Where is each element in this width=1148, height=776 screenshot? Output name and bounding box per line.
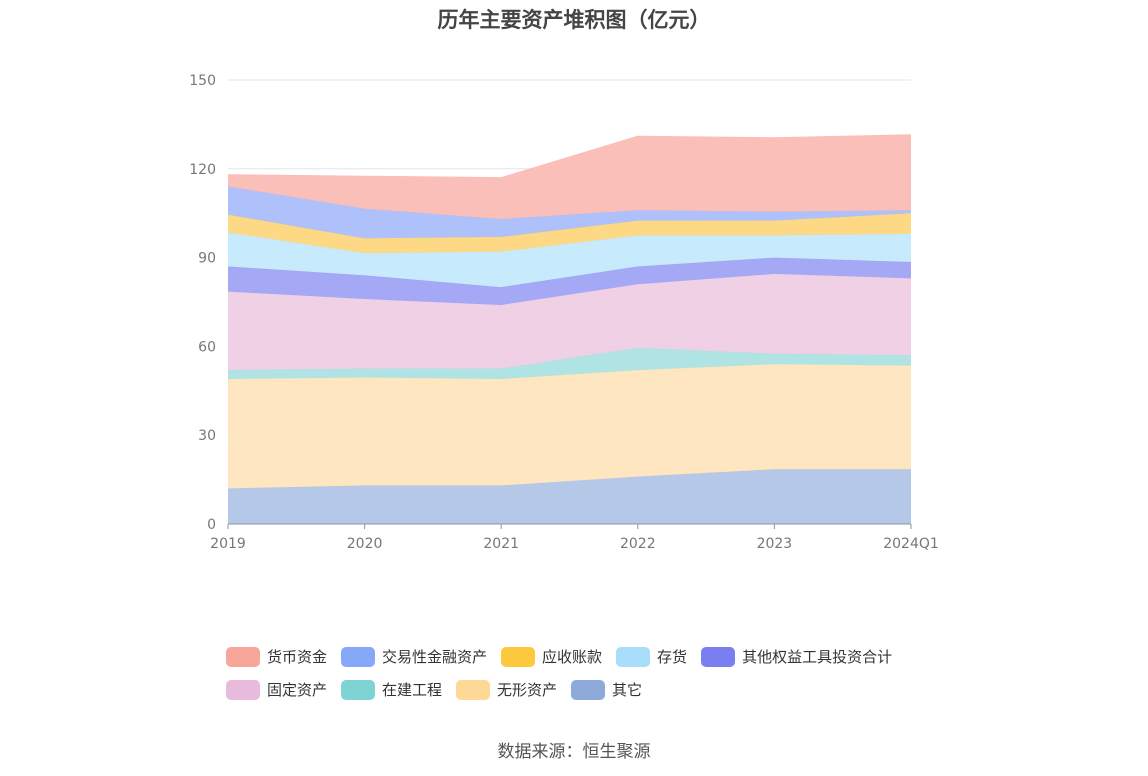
- legend-label: 其他权益工具投资合计: [742, 648, 893, 666]
- area-series-1: [228, 364, 911, 489]
- x-axis-ticks: 2019 2020 2021 2022 2023 2024Q1: [210, 524, 939, 552]
- legend-label: 在建工程: [382, 681, 443, 699]
- legend-label: 无形资产: [497, 681, 558, 699]
- legend-item[interactable]: 存货: [616, 646, 687, 667]
- area-series-5: [228, 232, 911, 288]
- legend-swatch: [701, 646, 736, 667]
- legend-item[interactable]: 无形资产: [456, 679, 557, 700]
- x-tick-label: 2024Q1: [883, 536, 939, 552]
- x-tick-label: 2020: [347, 536, 383, 552]
- x-tick-label: 2021: [483, 536, 519, 552]
- legend-label: 其它: [612, 681, 643, 699]
- area-series-0: [228, 469, 911, 524]
- chart-title: 历年主要资产堆积图（亿元）: [437, 8, 711, 32]
- y-tick-label: 60: [198, 339, 216, 355]
- legend-swatch: [456, 679, 491, 700]
- area-series-7: [228, 186, 911, 239]
- legend-swatch: [226, 679, 260, 700]
- legend-item[interactable]: 应收账款: [501, 646, 602, 667]
- legend-item[interactable]: 固定资产: [226, 679, 327, 700]
- legend-label: 货币资金: [267, 648, 328, 666]
- area-series-3: [228, 273, 911, 371]
- legend-item[interactable]: 在建工程: [341, 679, 442, 700]
- legend-row: 货币资金 交易性金融资产 应收账款 存货 其他权益工具投资合计: [226, 640, 946, 673]
- legend-swatch: [226, 646, 260, 667]
- area-series: [227, 134, 912, 524]
- y-tick-label: 30: [198, 428, 216, 444]
- area-series-2: [228, 347, 911, 379]
- legend-label: 应收账款: [542, 648, 603, 666]
- legend-swatch: [341, 646, 376, 667]
- x-tick-label: 2022: [620, 536, 656, 552]
- legend-item[interactable]: 其他权益工具投资合计: [701, 646, 892, 667]
- legend-item[interactable]: 交易性金融资产: [341, 646, 487, 667]
- legend-label: 交易性金融资产: [382, 648, 488, 666]
- area-series-line-8: [227, 134, 912, 179]
- y-tick-label: 90: [198, 251, 216, 267]
- y-tick-label: 120: [189, 162, 216, 178]
- legend-swatch: [616, 646, 651, 667]
- y-tick-label: 0: [207, 517, 216, 533]
- x-tick-label: 2019: [210, 536, 246, 552]
- legend-label: 固定资产: [267, 681, 328, 699]
- legend-swatch: [571, 679, 606, 700]
- area-series-4: [228, 257, 911, 305]
- legend-item[interactable]: 其它: [571, 679, 642, 700]
- legend-label: 存货: [657, 648, 688, 666]
- legend: 货币资金 交易性金融资产 应收账款 存货 其他权益工具投资合计固定资产 在建工程 无形资产 其…: [226, 640, 946, 706]
- area-series-8: [228, 134, 911, 220]
- data-source-note: 数据来源：恒生聚源: [497, 742, 651, 762]
- y-tick-label: 150: [189, 73, 216, 89]
- area-series-6: [228, 213, 911, 254]
- legend-item[interactable]: 货币资金: [226, 646, 327, 667]
- legend-swatch: [341, 679, 376, 700]
- x-tick-label: 2023: [757, 536, 793, 552]
- y-axis-ticks: 0 30 60 90 120 150: [189, 73, 216, 533]
- legend-row: 固定资产 在建工程 无形资产 其它: [226, 673, 946, 706]
- legend-swatch: [501, 646, 536, 667]
